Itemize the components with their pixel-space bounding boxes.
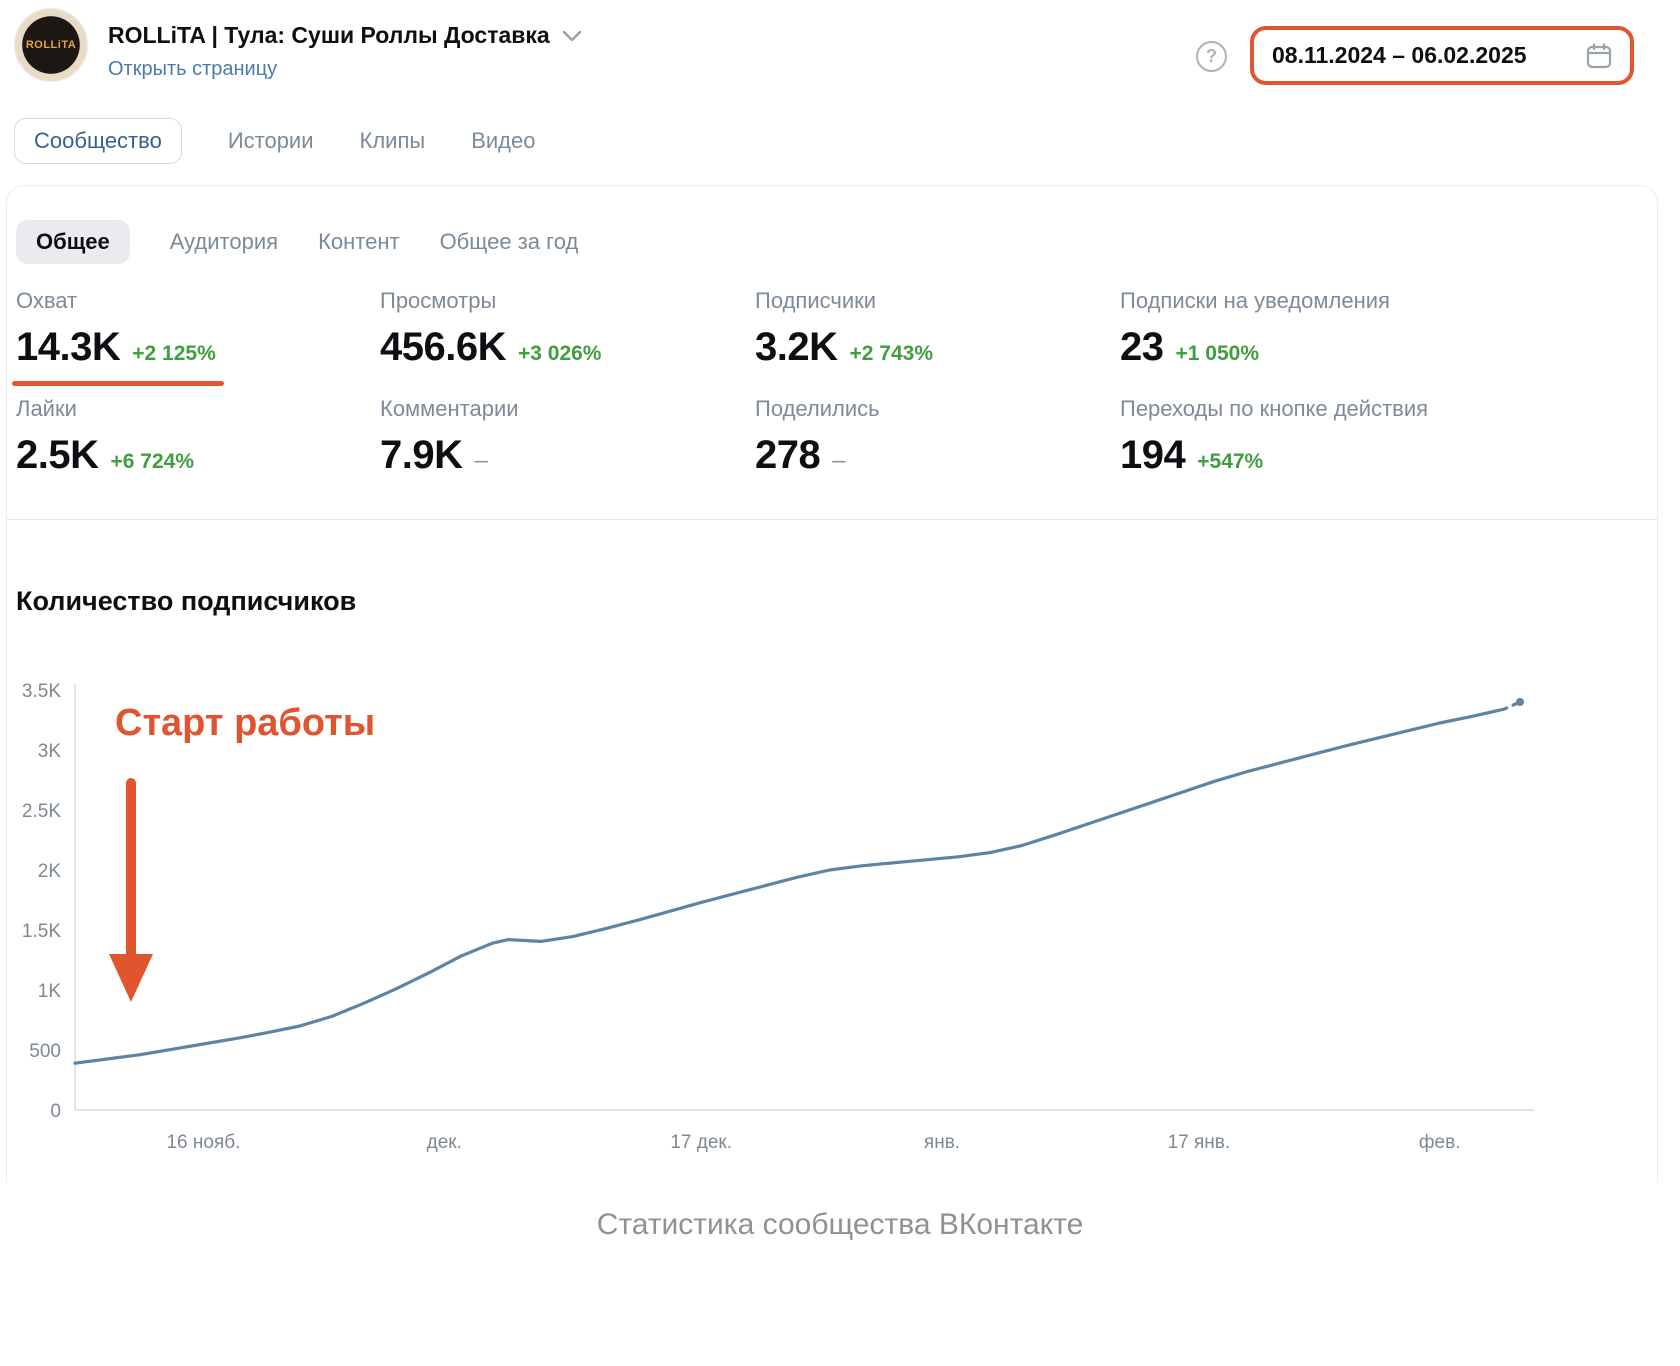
tab-stories[interactable]: Истории xyxy=(227,128,314,153)
subtab-content[interactable]: Контент xyxy=(318,229,400,254)
tab-video[interactable]: Видео xyxy=(471,128,536,153)
stat-change: +3 026% xyxy=(517,342,602,365)
subscribers-chart: 0 500 1K 1.5K 2K 2.5K 3K 3.5K 16 нояб. дек. 17 дек… xyxy=(0,650,1560,1170)
stat-value: 278 xyxy=(755,433,821,477)
tab-community[interactable]: Сообщество xyxy=(14,118,182,164)
divider xyxy=(6,519,1658,520)
stat-comments: Комментарии 7.9K – xyxy=(380,396,730,478)
stat-value: 23 xyxy=(1120,325,1164,369)
stat-change: +1 050% xyxy=(1175,342,1260,365)
annotation-start-label: Старт работы xyxy=(115,702,376,744)
x-tick-label: янв. xyxy=(924,1132,960,1153)
stat-likes: Лайки 2.5K +6 724% xyxy=(16,396,366,478)
stat-label: Просмотры xyxy=(380,288,497,313)
stat-notification-subscriptions: Подписки на уведомления 23 +1 050% xyxy=(1120,288,1470,370)
x-tick-label: дек. xyxy=(427,1132,462,1153)
y-tick-label: 2K xyxy=(38,861,62,882)
subtab-general[interactable]: Общее xyxy=(16,220,130,264)
top-tabs: Сообщество Истории Клипы Видео xyxy=(14,116,535,166)
stat-change: – xyxy=(832,447,846,474)
stat-value: 456.6K xyxy=(380,325,506,369)
stat-label: Подписчики xyxy=(755,288,877,313)
date-range-picker[interactable]: 08.11.2024 – 06.02.2025 xyxy=(1250,26,1634,85)
reach-underline-annotation xyxy=(12,381,224,386)
stat-value: 3.2K xyxy=(755,325,838,369)
stat-label: Подписки на уведомления xyxy=(1120,288,1390,313)
subscribers-chart-svg: 0 500 1K 1.5K 2K 2.5K 3K 3.5K 16 нояб. дек. 17 дек… xyxy=(22,681,1534,1153)
open-page-link[interactable]: Открыть страницу xyxy=(108,58,278,80)
stat-change: +547% xyxy=(1197,450,1264,473)
stat-subscribers: Подписчики 3.2K +2 743% xyxy=(755,288,1105,370)
stat-change: +2 743% xyxy=(849,342,934,365)
stat-label: Лайки xyxy=(16,396,77,421)
community-name: ROLLiTA | Тула: Суши Роллы Доставка xyxy=(108,22,550,48)
stat-value: 7.9K xyxy=(380,433,463,477)
subtab-audience[interactable]: Аудитория xyxy=(169,229,279,254)
subscribers-line xyxy=(73,707,1506,1065)
stat-label: Поделились xyxy=(755,396,880,421)
y-tick-label: 500 xyxy=(29,1041,61,1062)
help-icon[interactable]: ? xyxy=(1196,41,1227,72)
stat-change: – xyxy=(474,447,488,474)
stat-label: Охват xyxy=(16,288,78,313)
image-caption: Статистика сообщества ВКонтакте xyxy=(596,1208,1084,1241)
stat-shares: Поделились 278 – xyxy=(755,396,1105,478)
stat-change: +2 125% xyxy=(132,342,216,365)
x-tick-label: 17 дек. xyxy=(670,1132,732,1153)
y-tick-label: 1.5K xyxy=(22,921,61,942)
community-avatar[interactable]: ROLLiTA xyxy=(14,8,88,82)
x-tick-label: фев. xyxy=(1419,1132,1461,1153)
stat-action-button-clicks: Переходы по кнопке действия 194 +547% xyxy=(1120,396,1470,478)
stat-reach: Охват 14.3K +2 125% xyxy=(16,288,366,370)
subscribers-line-projection xyxy=(1502,700,1522,711)
stat-views: Просмотры 456.6K +3 026% xyxy=(380,288,730,370)
line-end-dot xyxy=(1516,698,1524,706)
stat-label: Переходы по кнопке действия xyxy=(1120,396,1429,421)
stat-label: Комментарии xyxy=(380,396,519,421)
stat-value: 2.5K xyxy=(16,433,99,477)
subtab-year-general[interactable]: Общее за год xyxy=(439,229,579,254)
stat-change: +6 724% xyxy=(110,450,195,473)
y-tick-label: 1K xyxy=(38,981,62,1002)
calendar-icon xyxy=(1586,42,1612,68)
date-range-text: 08.11.2024 – 06.02.2025 xyxy=(1272,42,1527,68)
y-tick-label: 3.5K xyxy=(22,681,61,702)
avatar-logo-text: ROLLiTA xyxy=(25,39,77,51)
community-name-row[interactable]: ROLLiTA | Тула: Суши Роллы Доставка xyxy=(108,22,582,49)
y-tick-label: 0 xyxy=(50,1101,61,1122)
x-tick-label: 16 нояб. xyxy=(166,1132,240,1153)
y-tick-label: 3K xyxy=(38,741,62,762)
stats-subtabs: Общее Аудитория Контент Общее за год xyxy=(16,220,578,264)
x-tick-label: 17 янв. xyxy=(1168,1132,1231,1153)
stat-value: 194 xyxy=(1120,433,1186,477)
y-tick-label: 2.5K xyxy=(22,801,61,822)
chart-title: Количество подписчиков xyxy=(16,586,357,616)
stat-value: 14.3K xyxy=(16,325,121,369)
tab-clips[interactable]: Клипы xyxy=(359,128,426,153)
chevron-down-icon[interactable] xyxy=(562,30,582,42)
stats-card xyxy=(6,185,1658,1183)
annotation-arrow-head xyxy=(109,954,153,1002)
